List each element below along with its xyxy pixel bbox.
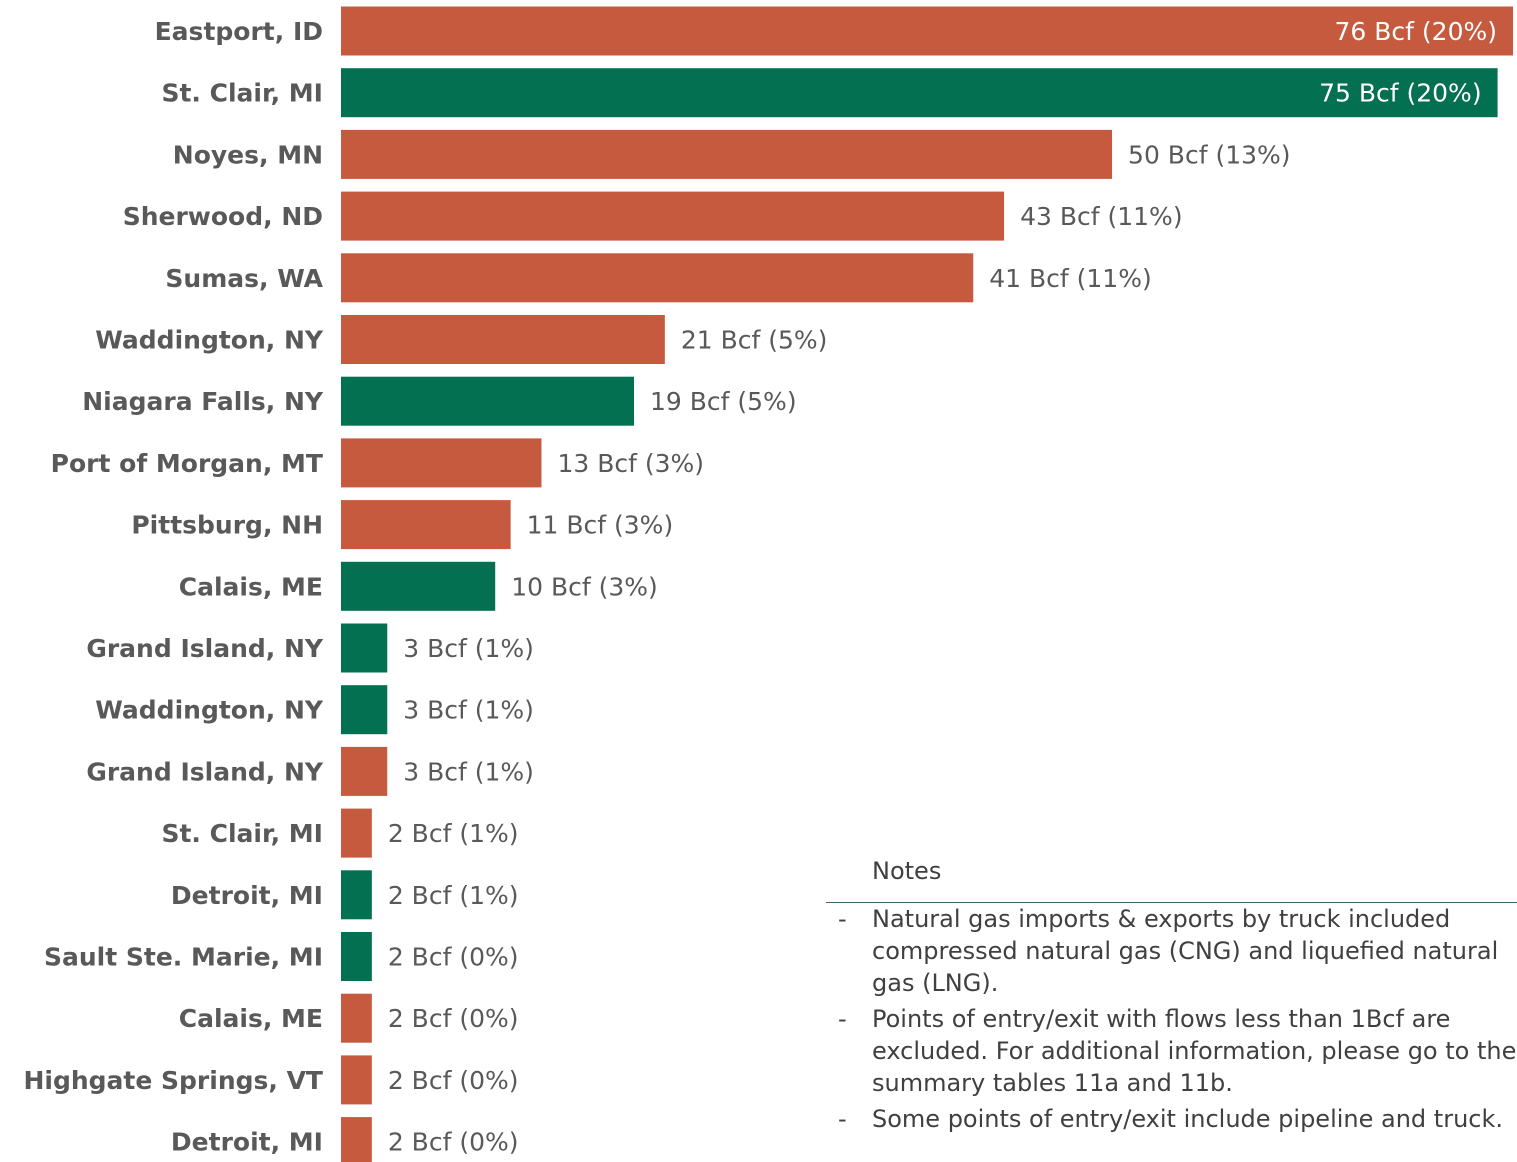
value-label: 2 Bcf (0%) (388, 1004, 519, 1033)
value-label: 76 Bcf (20%) (1335, 17, 1497, 46)
value-label: 3 Bcf (1%) (403, 634, 534, 663)
bar (341, 746, 388, 796)
value-label: 13 Bcf (3%) (557, 449, 704, 478)
notes-title: Notes (872, 857, 942, 885)
category-label: Grand Island, NY (86, 757, 324, 786)
category-label: Highgate Springs, VT (23, 1066, 323, 1095)
value-label: 2 Bcf (0%) (388, 1066, 519, 1095)
category-label: Sumas, WA (165, 264, 323, 293)
category-label: Calais, ME (179, 1004, 323, 1033)
category-label: Port of Morgan, MT (51, 449, 323, 478)
category-label: Calais, ME (179, 572, 323, 601)
category-label: Pittsburg, NH (131, 511, 323, 540)
value-label: 2 Bcf (1%) (388, 819, 519, 848)
value-label: 2 Bcf (0%) (388, 943, 519, 972)
bar (341, 191, 1005, 241)
bar (341, 870, 372, 920)
category-label: Eastport, ID (155, 17, 323, 46)
category-label: Grand Island, NY (86, 634, 324, 663)
bar (341, 438, 542, 488)
category-label: Waddington, NY (95, 696, 324, 725)
notes-panel: Notes Natural gas imports & exports by t… (826, 854, 1517, 1162)
value-label: 3 Bcf (1%) (403, 757, 534, 786)
value-label: 2 Bcf (1%) (388, 881, 519, 910)
value-label: 21 Bcf (5%) (681, 326, 828, 355)
bar (341, 623, 388, 673)
bar (341, 1117, 372, 1162)
bar (341, 993, 372, 1043)
bar (341, 808, 372, 858)
bar (341, 253, 974, 303)
value-label: 75 Bcf (20%) (1319, 79, 1481, 108)
category-label: St. Clair, MI (161, 819, 323, 848)
category-label: St. Clair, MI (161, 79, 323, 108)
bar (341, 376, 634, 426)
category-label: Noyes, MN (173, 140, 323, 169)
bar (341, 932, 372, 981)
bar (341, 561, 496, 611)
value-label: 50 Bcf (13%) (1128, 140, 1290, 169)
bar (341, 129, 1113, 179)
value-label: 19 Bcf (5%) (650, 387, 797, 416)
bar (341, 68, 1498, 118)
bar (341, 315, 665, 364)
category-label: Waddington, NY (95, 326, 324, 355)
bar (341, 500, 511, 550)
category-label: Sherwood, ND (123, 202, 323, 231)
note-item: Natural gas imports & exports by truck i… (826, 903, 1517, 999)
category-label: Sault Ste. Marie, MI (44, 943, 323, 972)
value-label: 3 Bcf (1%) (403, 696, 534, 725)
category-label: Niagara Falls, NY (82, 387, 324, 416)
bar (341, 6, 1513, 56)
bar (341, 1055, 372, 1105)
note-item: Some points of entry/exit include pipeli… (826, 1103, 1517, 1135)
note-item: Points of entry/exit with flows less tha… (826, 1003, 1517, 1099)
category-label: Detroit, MI (171, 881, 323, 910)
value-label: 11 Bcf (3%) (527, 511, 674, 540)
value-label: 43 Bcf (11%) (1020, 202, 1182, 231)
category-label: Detroit, MI (171, 1128, 323, 1157)
value-label: 2 Bcf (0%) (388, 1128, 519, 1157)
value-label: 10 Bcf (3%) (511, 572, 658, 601)
value-label: 41 Bcf (11%) (989, 264, 1151, 293)
notes-list: Natural gas imports & exports by truck i… (826, 903, 1517, 1135)
bar (341, 685, 388, 735)
